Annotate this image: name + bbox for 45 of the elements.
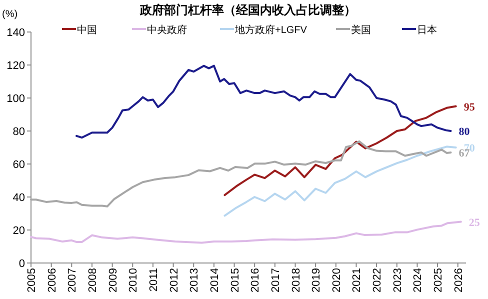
x-tick-label: 2005	[26, 268, 38, 292]
data-label: 95	[464, 101, 476, 114]
line-series	[30, 140, 452, 208]
y-tick-label: 0	[18, 258, 25, 270]
x-tick-label: 2008	[86, 268, 99, 292]
line-series	[224, 105, 457, 196]
x-tick-label: 2026	[452, 268, 465, 292]
x-tick-label: 2010	[128, 268, 140, 292]
chart-title: 政府部门杠杆率（经国内收入占比调整）	[139, 3, 356, 17]
x-tick-label: 2018	[290, 268, 302, 292]
line-series	[30, 220, 462, 244]
x-tick-label: 2021	[351, 268, 364, 292]
line-series	[224, 146, 457, 217]
x-tick-label: 2022	[372, 268, 384, 292]
x-tick-label: 2024	[412, 268, 424, 292]
line-series	[76, 64, 452, 139]
data-label: 25	[468, 216, 480, 229]
x-tick-label: 2014	[208, 268, 221, 292]
y-tick-label: 20	[12, 225, 25, 237]
y-tick-label: 60	[12, 159, 25, 171]
legend-label: 地方政府+LGFV	[234, 24, 308, 36]
y-axis-title: (%)	[2, 9, 18, 20]
x-tick-label: 2007	[66, 268, 79, 292]
y-tick-label: 100	[6, 93, 25, 105]
legend-label: 中央政府	[147, 24, 187, 36]
x-tick-label: 2012	[168, 268, 180, 292]
legend-label: 美国	[351, 24, 371, 36]
x-tick-label: 2023	[392, 268, 404, 292]
x-tick-label: 2013	[188, 268, 201, 292]
legend-label: 中国	[77, 24, 97, 36]
y-tick-label: 120	[6, 60, 25, 72]
x-tick-label: 2020	[330, 268, 343, 292]
x-tick-label: 2025	[432, 268, 445, 292]
data-label: 80	[458, 126, 470, 138]
x-tick-label: 2015	[229, 268, 242, 292]
x-tick-label: 2011	[148, 268, 160, 292]
y-tick-label: 40	[12, 192, 25, 204]
x-tick-label: 2019	[310, 268, 323, 292]
x-tick-label: 2009	[107, 268, 120, 292]
x-tick-label: 2017	[270, 268, 282, 292]
x-tick-label: 2016	[250, 268, 262, 292]
x-tick-label: 2006	[46, 268, 58, 292]
y-tick-label: 80	[12, 126, 25, 138]
y-tick-label: 140	[6, 27, 25, 39]
legend-label: 日本	[417, 24, 437, 36]
